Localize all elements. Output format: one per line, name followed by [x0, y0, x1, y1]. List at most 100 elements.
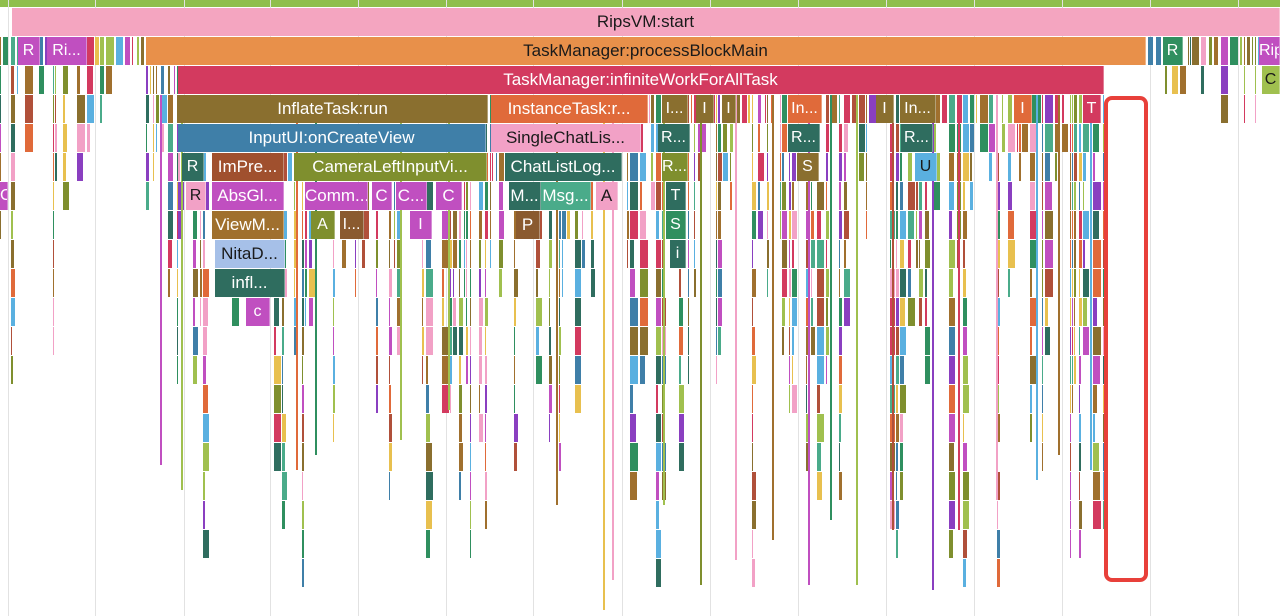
flame-slice[interactable]	[450, 211, 451, 239]
flame-slice[interactable]	[1079, 414, 1081, 442]
flame-slice[interactable]	[1045, 269, 1053, 297]
flame-slice[interactable]	[792, 385, 797, 413]
flame-slice[interactable]	[1045, 95, 1053, 123]
flame-slice[interactable]	[1079, 211, 1082, 239]
flame-slice[interactable]	[450, 327, 452, 355]
flame-slice[interactable]	[0, 66, 1, 94]
flame-slice[interactable]	[792, 153, 796, 181]
flame-slice[interactable]	[426, 530, 430, 558]
flame-slice[interactable]	[627, 182, 628, 210]
flame-slice[interactable]	[1255, 66, 1256, 94]
flame-slice[interactable]	[970, 153, 972, 181]
flame-slice[interactable]	[806, 385, 807, 413]
flame-slice[interactable]	[459, 414, 462, 442]
frame-small[interactable]: T	[666, 182, 686, 210]
flame-slice[interactable]	[651, 95, 654, 123]
flame-slice[interactable]	[1055, 153, 1057, 181]
flame-slice[interactable]	[1148, 37, 1153, 65]
flame-slice[interactable]	[932, 95, 940, 123]
flame-slice[interactable]	[1093, 240, 1101, 268]
flame-slice[interactable]	[1093, 501, 1101, 529]
flame-slice[interactable]	[730, 153, 731, 181]
flame-slice[interactable]	[1070, 327, 1071, 355]
flame-slice[interactable]	[1103, 182, 1104, 210]
flame-slice[interactable]	[302, 327, 304, 355]
flame-slice[interactable]	[470, 269, 471, 297]
flame-slice[interactable]	[426, 385, 429, 413]
flame-slice[interactable]	[177, 124, 178, 152]
flame-slice[interactable]	[698, 153, 700, 181]
flame-slice[interactable]	[925, 327, 930, 355]
flame-slice[interactable]	[839, 327, 842, 355]
flame-slice[interactable]	[549, 298, 550, 326]
flame-slice[interactable]	[514, 298, 516, 326]
flame-slice[interactable]	[466, 211, 468, 239]
flame-slice[interactable]	[919, 298, 922, 326]
flame-slice[interactable]	[470, 414, 471, 442]
flame-slice[interactable]	[1072, 298, 1073, 326]
flame-slice[interactable]	[422, 356, 423, 384]
flame-slice[interactable]	[1030, 182, 1035, 210]
flame-slice[interactable]	[559, 298, 560, 326]
flame-slice[interactable]	[442, 240, 449, 268]
flame-slice[interactable]	[656, 385, 658, 413]
flame-slice[interactable]	[1093, 211, 1099, 239]
flame-slice[interactable]	[466, 298, 467, 326]
flame-slice[interactable]	[193, 211, 197, 239]
flame-slice[interactable]	[288, 153, 292, 181]
flame-slice[interactable]	[989, 95, 993, 123]
flame-slice[interactable]	[782, 182, 786, 210]
flame-slice[interactable]	[989, 124, 995, 152]
flame-slice[interactable]	[688, 153, 689, 181]
flame-slice[interactable]	[949, 385, 955, 413]
flame-slice[interactable]	[559, 211, 561, 239]
flame-slice[interactable]	[362, 211, 369, 239]
flame-slice[interactable]	[466, 269, 467, 297]
flame-slice[interactable]	[485, 356, 487, 384]
flame-slice[interactable]	[177, 95, 178, 123]
flame-slice[interactable]	[963, 240, 965, 268]
flame-slice[interactable]	[780, 95, 781, 123]
flame-slice[interactable]	[782, 95, 787, 123]
flame-slice[interactable]	[1072, 211, 1073, 239]
flame-slice[interactable]	[442, 356, 449, 384]
flame-slice[interactable]	[890, 356, 892, 384]
flame-slice[interactable]	[1093, 153, 1095, 181]
flame-slice[interactable]	[282, 153, 287, 181]
flame-slice[interactable]	[900, 182, 903, 210]
flame-slice[interactable]	[453, 240, 457, 268]
flame-slice[interactable]	[499, 211, 504, 239]
flame-slice[interactable]	[1030, 356, 1036, 384]
flame-slice[interactable]	[53, 269, 54, 297]
flame-slice[interactable]	[949, 501, 955, 529]
flame-slice[interactable]	[748, 95, 750, 123]
flame-slice[interactable]	[839, 240, 840, 268]
flame-slice[interactable]	[168, 95, 173, 123]
frame-small[interactable]: T	[1083, 95, 1101, 123]
flame-slice[interactable]	[1070, 298, 1071, 326]
flame-slice[interactable]	[752, 356, 756, 384]
flame-slice[interactable]	[1072, 356, 1073, 384]
flame-slice[interactable]	[1045, 240, 1053, 268]
flame-slice[interactable]	[1070, 443, 1071, 471]
flame-slice[interactable]	[1079, 501, 1082, 529]
flame-slice[interactable]	[694, 269, 696, 297]
flame-slice[interactable]	[200, 211, 201, 239]
flame-slice[interactable]	[896, 211, 898, 239]
flame-slice[interactable]	[174, 66, 175, 94]
flame-slice[interactable]	[640, 124, 643, 152]
flame-slice[interactable]	[549, 240, 552, 268]
flame-slice[interactable]	[890, 124, 893, 152]
flame-slice[interactable]	[932, 182, 940, 210]
flame-slice[interactable]	[397, 298, 401, 326]
flame-slice[interactable]	[459, 443, 463, 471]
flame-slice[interactable]	[459, 269, 460, 297]
flame-slice[interactable]	[333, 298, 334, 326]
flame-slice[interactable]	[1244, 37, 1245, 65]
flame-slice[interactable]	[575, 240, 581, 268]
flame-slice[interactable]	[716, 298, 717, 326]
flame-slice[interactable]	[789, 182, 791, 210]
flame-slice[interactable]	[1093, 269, 1101, 297]
flame-slice[interactable]	[808, 95, 810, 585]
flame-slice[interactable]	[949, 269, 953, 297]
